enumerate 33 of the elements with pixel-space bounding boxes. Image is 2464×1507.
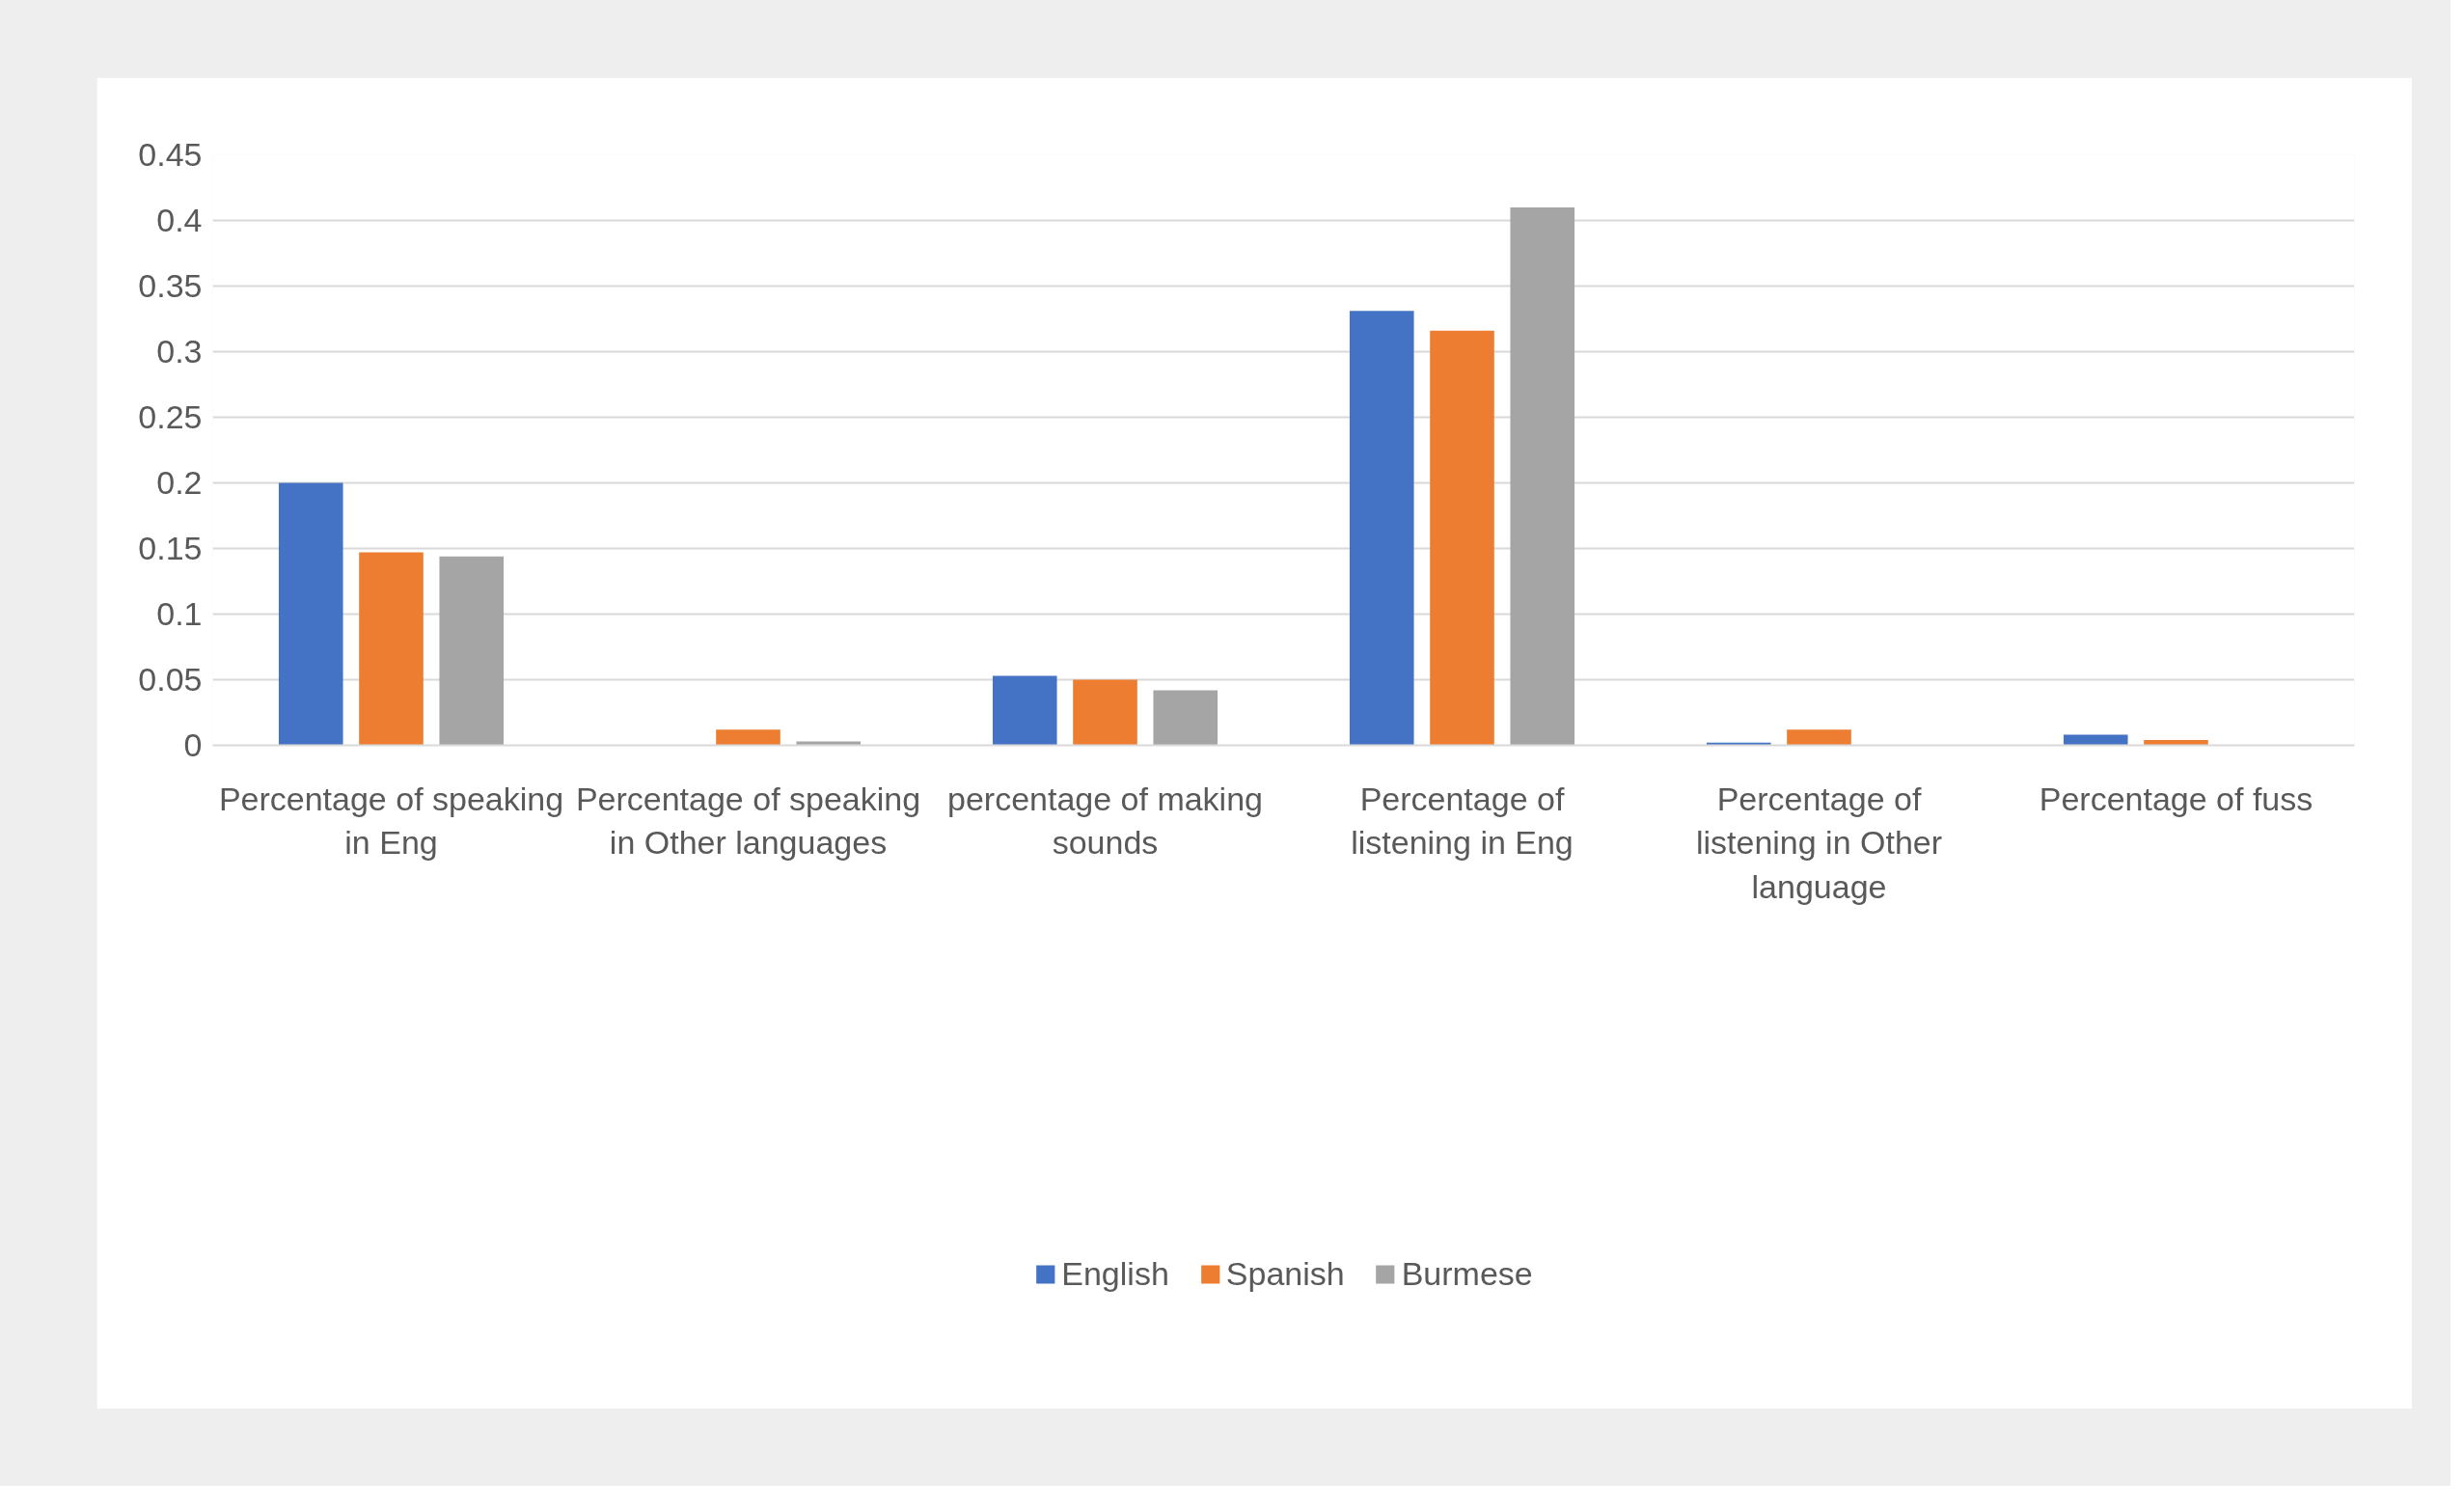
y-tick-label: 0.45 (138, 136, 203, 173)
bar (796, 741, 862, 746)
y-tick-label: 0.05 (138, 661, 203, 698)
bar (1430, 330, 1494, 746)
y-tick-label: 0.2 (156, 464, 203, 501)
x-tick-label: Percentage of speaking in Eng (218, 780, 564, 862)
y-tick-label: 0.25 (138, 398, 203, 435)
legend-label: Burmese (1401, 1254, 1533, 1293)
bar (278, 482, 343, 746)
bar (1073, 679, 1137, 746)
y-tick-label: 0.15 (138, 530, 203, 566)
y-tick-label: 0.35 (138, 267, 203, 304)
x-tick-label: Percentage of listening in Eng (1351, 780, 1574, 862)
bar (359, 552, 424, 746)
bar (1349, 311, 1414, 746)
bar (439, 556, 505, 746)
y-tick-label: 0 (183, 726, 203, 763)
bar (992, 675, 1057, 746)
bar (2144, 740, 2208, 746)
bar (2063, 734, 2128, 746)
legend-label: Spanish (1225, 1254, 1345, 1293)
bar (716, 729, 780, 746)
bar (1787, 729, 1851, 746)
y-tick-label: 0.1 (156, 595, 203, 632)
x-tick-label: percentage of making sounds (947, 780, 1263, 862)
y-tick-label: 0.4 (156, 202, 203, 238)
bar (1510, 206, 1575, 746)
x-tick-label: Percentage of speaking in Other languages (575, 780, 921, 862)
bar (1153, 690, 1218, 746)
legend-label: English (1061, 1254, 1169, 1293)
x-tick-label: Percentage of fuss (2039, 780, 2313, 817)
x-tick-label: Percentage of listening in Other language (1695, 780, 1943, 905)
y-tick-label: 0.3 (156, 333, 203, 370)
